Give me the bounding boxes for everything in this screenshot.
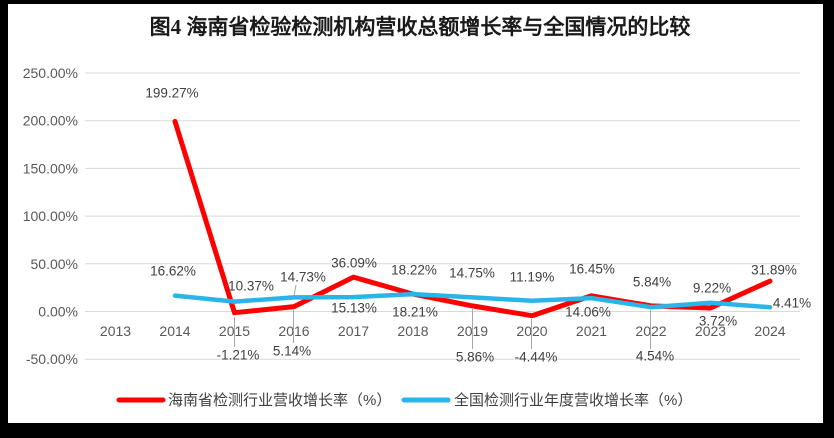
x-axis-category-label: 2023 <box>695 323 726 339</box>
x-axis-category-label: 2017 <box>338 323 369 339</box>
x-axis-category-label: 2014 <box>159 323 190 339</box>
data-label-national-2016: 14.73% <box>280 270 326 285</box>
data-labels: 199.27% -1.21% 5.14% 36.09% 18.22% 5.86% -4.44… <box>145 86 811 365</box>
y-axis-tick-labels: 250.00% 200.00% 150.00% 100.00% 50.00% 0.00% -… <box>23 65 78 367</box>
legend-label-national: 全国检测行业年度营收增长率（%） <box>454 391 692 409</box>
y-axis-tick-label: -50.00% <box>26 351 78 367</box>
data-label-hainan-2017: 36.09% <box>331 256 377 271</box>
data-label-national-2015: 10.37% <box>228 279 274 294</box>
data-label-national-2021: 14.06% <box>565 305 611 320</box>
data-label-national-2019: 14.75% <box>449 266 495 281</box>
data-label-hainan-2014: 199.27% <box>145 86 198 101</box>
x-axis-category-label: 2016 <box>278 323 309 339</box>
data-label-national-2020: 11.19% <box>510 270 555 285</box>
data-label-national-2024: 4.41% <box>773 296 811 311</box>
data-label-hainan-2022: 5.84% <box>633 275 671 290</box>
label-leader-lines <box>234 284 651 349</box>
y-axis-tick-label: 0.00% <box>38 304 78 320</box>
data-label-national-2014: 16.62% <box>150 264 196 279</box>
data-label-national-2022: 4.54% <box>636 349 674 364</box>
data-label-hainan-2016: 5.14% <box>273 344 311 359</box>
series-lines <box>172 118 773 319</box>
chart-background <box>8 4 823 423</box>
data-label-national-2023: 9.22% <box>693 281 731 296</box>
data-label-hainan-2020: -4.44% <box>515 350 558 365</box>
y-axis-tick-label: 150.00% <box>23 160 78 176</box>
data-label-hainan-2015: -1.21% <box>217 348 260 363</box>
x-axis-category-label: 2024 <box>754 323 785 339</box>
data-label-leader-line <box>293 284 297 297</box>
x-axis-category-label: 2021 <box>576 323 607 339</box>
data-label-hainan-2023: 3.72% <box>699 314 737 329</box>
data-label-national-2018: 18.21% <box>392 305 438 320</box>
y-axis-tick-label: 50.00% <box>31 256 78 272</box>
legend: 海南省检测行业营收增长率（%） 全国检测行业年度营收增长率（%） <box>116 391 692 409</box>
y-axis-tick-label: 250.00% <box>23 65 78 81</box>
x-axis-category-label: 2018 <box>397 323 428 339</box>
x-axis-category-label: 2020 <box>516 323 547 339</box>
data-label-national-2017: 15.13% <box>331 301 377 316</box>
y-axis-tick-label: 200.00% <box>23 113 78 129</box>
legend-label-hainan: 海南省检测行业营收增长率（%） <box>168 392 391 409</box>
x-axis-category-label: 2013 <box>100 323 131 339</box>
data-label-hainan-2024: 31.89% <box>751 263 797 278</box>
y-axis-tick-label: 100.00% <box>23 208 78 224</box>
plot-area: 250.00% 200.00% 150.00% 100.00% 50.00% 0.00% -… <box>23 65 811 367</box>
series-line-national <box>172 291 773 310</box>
data-label-hainan-2019: 5.86% <box>456 350 494 365</box>
chart-title: 图4 海南省检验检测机构营收总额增长率与全国情况的比较 <box>150 15 691 39</box>
data-label-hainan-2018: 18.22% <box>391 263 437 278</box>
x-axis-category-label: 2022 <box>635 323 666 339</box>
data-label-hainan-2021: 16.45% <box>569 262 615 277</box>
